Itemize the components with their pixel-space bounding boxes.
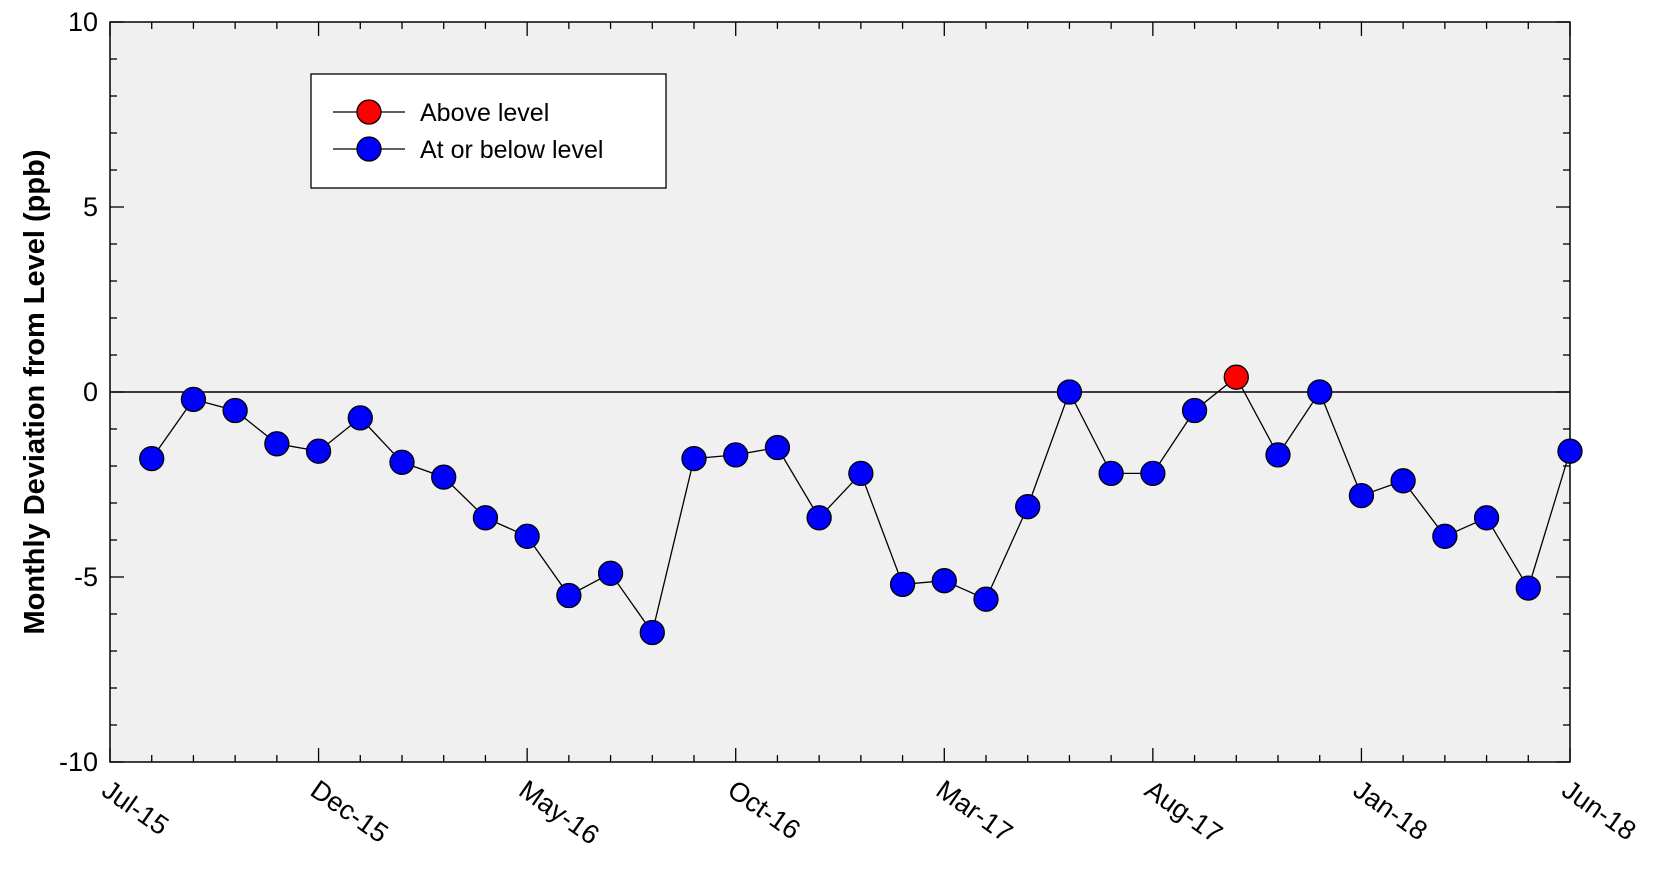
- marker-below-level: [180, 386, 207, 413]
- marker-below-level: [1265, 442, 1291, 468]
- marker-below-level: [889, 571, 916, 598]
- marker-below-level: [764, 434, 791, 461]
- marker-below-level: [264, 431, 290, 457]
- marker-below-level: [723, 442, 749, 468]
- y-tick-label: 5: [83, 192, 98, 222]
- legend-marker-above: [356, 99, 382, 125]
- marker-below-level: [1015, 494, 1041, 520]
- marker-below-level: [973, 586, 999, 612]
- legend-label-below: At or below level: [420, 136, 603, 164]
- marker-below-level: [1307, 379, 1333, 405]
- marker-below-level: [139, 445, 165, 472]
- marker-below-level: [1098, 460, 1124, 487]
- legend-box: [310, 73, 667, 189]
- legend: Above level At or below level: [310, 73, 667, 189]
- marker-below-level: [1473, 505, 1500, 531]
- y-axis: 10 5 0 -5 -10: [59, 7, 1570, 777]
- x-tick-label: Oct-16: [722, 774, 806, 845]
- marker-below-level: [848, 460, 874, 487]
- legend-label-above: Above level: [420, 99, 549, 127]
- marker-below-level: [597, 560, 624, 586]
- marker-below-level: [639, 619, 665, 646]
- y-tick-label: 0: [83, 377, 98, 407]
- marker-below-level: [1140, 460, 1166, 487]
- marker-below-level: [1515, 575, 1541, 601]
- marker-below-level: [472, 505, 499, 531]
- marker-below-level: [222, 397, 248, 424]
- x-tick-label: May-16: [514, 774, 605, 850]
- marker-below-level: [347, 405, 373, 431]
- marker-below-level: [305, 438, 332, 464]
- x-tick-label: Jun-18: [1557, 774, 1642, 846]
- marker-below-level: [431, 464, 457, 490]
- y-tick-label: -5: [74, 562, 98, 592]
- x-tick-label: Dec-15: [305, 774, 394, 849]
- x-tick-label: Jul-15: [97, 774, 174, 841]
- x-tick-label: Aug-17: [1139, 774, 1228, 849]
- marker-below-level: [1390, 468, 1416, 494]
- marker-below-level: [514, 523, 540, 549]
- y-axis-label: Monthly Deviation from Level (ppb): [19, 150, 51, 635]
- y-tick-label: -10: [59, 747, 98, 777]
- marker-below-level: [556, 582, 582, 609]
- marker-below-level: [1056, 379, 1083, 405]
- marker-below-level: [389, 449, 415, 475]
- legend-marker-below: [356, 136, 382, 162]
- marker-below-level: [1557, 438, 1583, 464]
- data-markers: [139, 364, 1583, 646]
- marker-below-level: [1181, 397, 1208, 424]
- marker-below-level: [1432, 523, 1458, 549]
- x-tick-label: Mar-17: [931, 774, 1018, 848]
- marker-below-level: [1348, 482, 1375, 509]
- marker-above-level: [1223, 364, 1249, 390]
- y-tick-label: 10: [68, 7, 98, 37]
- marker-below-level: [806, 505, 832, 531]
- marker-below-level: [681, 445, 707, 472]
- marker-below-level: [931, 568, 957, 594]
- x-tick-label: Jan-18: [1348, 774, 1433, 846]
